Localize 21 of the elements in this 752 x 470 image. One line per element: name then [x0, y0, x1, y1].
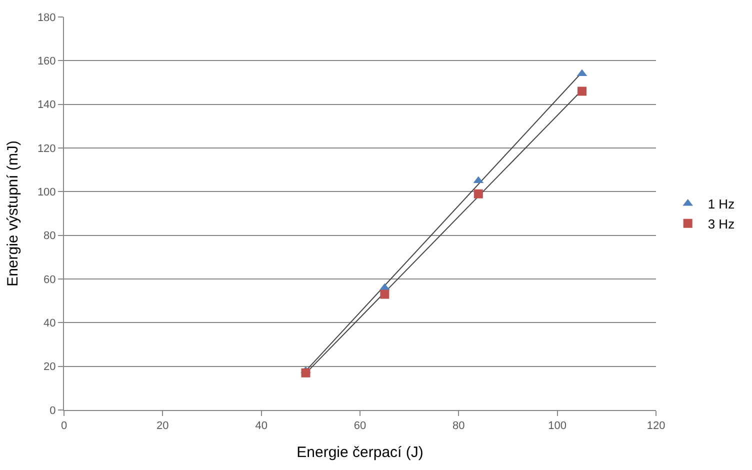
x-tick-label: 20 — [156, 420, 169, 432]
y-tick-label: 20 — [44, 361, 56, 374]
x-tick-label: 0 — [60, 420, 68, 432]
x-tick-label: 40 — [255, 420, 268, 432]
y-tick-label: 180 — [37, 12, 56, 24]
y-tick-label: 140 — [37, 99, 56, 112]
y-tick-label: 0 — [50, 404, 56, 417]
y-tick-label: 160 — [37, 56, 56, 68]
y-tick-label: 40 — [44, 318, 56, 330]
y-tick-label: 120 — [37, 142, 56, 155]
y-tick-label: 100 — [37, 186, 56, 199]
x-tick-label: 80 — [452, 420, 465, 432]
legend-label: 1 Hz — [708, 196, 735, 212]
y-tick-label: 60 — [44, 274, 56, 286]
legend-label: 3 Hz — [708, 216, 735, 232]
y-tick-label: 80 — [44, 230, 56, 242]
x-axis-title: Energie čerpací (J) — [296, 444, 424, 462]
x-tick-label: 120 — [646, 420, 666, 432]
x-tick-label: 60 — [354, 420, 366, 432]
x-tick-label: 100 — [548, 420, 567, 432]
y-axis-title: Energie výstupní (mJ) — [4, 140, 22, 286]
